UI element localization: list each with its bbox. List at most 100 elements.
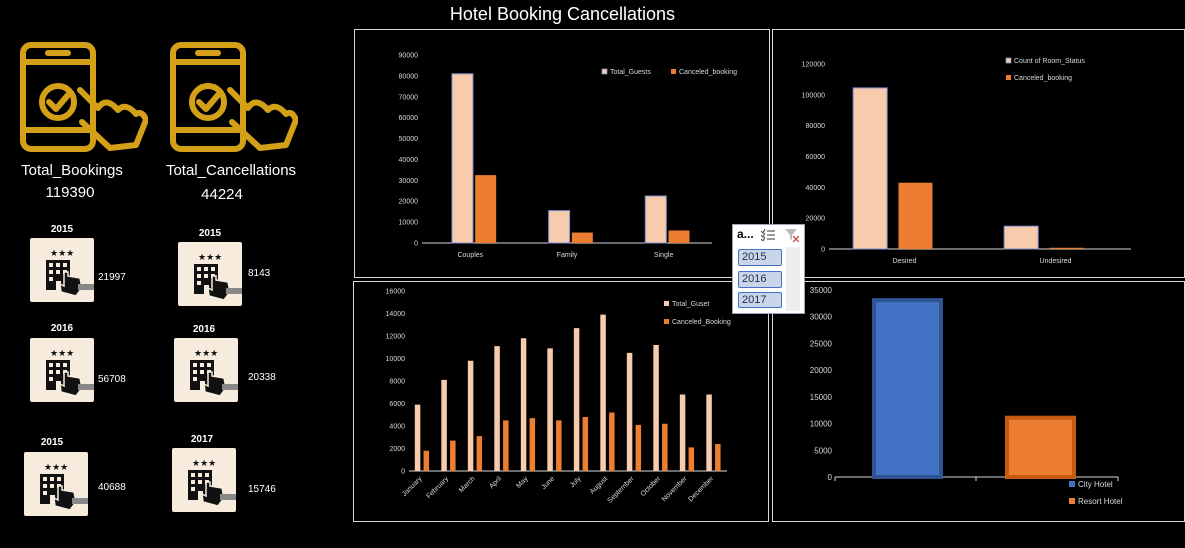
bar-total [548,210,571,244]
bar-canceled [582,417,589,471]
tile-value: 21997 [98,272,126,283]
legend-label: City Hotel [1078,480,1113,489]
tile-value: 8143 [248,268,271,279]
slicer-item-2017[interactable]: 2017 [738,292,782,308]
y-tick-label: 10000 [810,420,833,429]
legend-label: Canceled_booking [679,69,737,76]
bar-canceled [662,423,668,471]
bar-total [626,352,633,471]
y-tick-label: 16000 [386,289,406,296]
legend-swatch [1005,57,1012,64]
y-tick-label: 14000 [386,311,406,318]
svg-text:★★★: ★★★ [50,249,74,259]
legend-label: Total_Guests [610,69,651,76]
tile-value: 56708 [98,374,126,385]
bar-canceled [668,230,690,243]
bar-canceled [476,436,483,471]
slicer-scrollbar[interactable] [786,247,800,311]
hotel-type-chart: 0 5000 10000 15000 20000 25000 30000 35000 City … [772,281,1185,522]
phone-touch-check-icon [170,42,298,152]
bar-resort-hotel [1005,415,1076,480]
bar-city-hotel [872,298,943,479]
y-tick-label: 60000 [806,154,826,161]
total-bookings-label: Total_Bookings [21,162,123,179]
x-tick-label: October [640,475,663,498]
svg-text:★★★: ★★★ [194,349,218,359]
bar-total [1003,225,1039,250]
y-tick-label: 100000 [802,92,825,99]
tile-year-label: 2016 [192,324,216,335]
x-tick-label: Single [654,252,674,259]
bar-total [494,346,500,471]
clear-filter-icon[interactable] [785,228,799,242]
total-cancellations-value: 44224 [201,186,243,203]
total-bookings-value: 119390 [45,184,95,201]
y-tick-label: 10000 [386,356,406,363]
phone-touch-check-icon [20,42,148,152]
bar-total [644,195,667,244]
bar-canceled [503,420,509,471]
bar-total [653,345,659,471]
tile-value: 40688 [98,482,126,493]
legend-swatch [1069,481,1075,487]
x-tick-label: November [661,475,689,503]
page-title: Hotel Booking Cancellations [449,4,676,24]
legend-swatch [671,69,676,74]
legend-swatch [1069,498,1075,504]
legend-swatch [601,68,608,75]
legend-label: Canceled_booking [1014,75,1072,82]
x-tick-label: Couples [457,252,483,259]
y-tick-label: 0 [414,241,418,248]
x-tick-label: September [606,475,636,505]
y-tick-label: 70000 [399,94,419,101]
legend-swatch [664,319,669,324]
legend-swatch [1006,75,1011,80]
legend-label: Total_Guset [672,301,709,308]
tile-year-label: 2015 [50,224,74,235]
y-tick-label: 6000 [389,401,405,408]
y-tick-label: 20000 [806,216,826,223]
y-tick-label: 20000 [399,199,419,206]
y-tick-label: 25000 [810,339,833,348]
bar-canceled [556,420,562,471]
multi-select-icon[interactable] [761,229,775,241]
legend-label: Resort Hotel [1078,497,1123,506]
hotel-touch-icon: ★★★ [30,238,94,302]
tile-year-label: 2016 [50,323,74,334]
bar-canceled [529,418,536,471]
bar-total [706,394,712,471]
y-tick-label: 50000 [399,136,419,143]
slicer-item-2016[interactable]: 2016 [738,271,782,288]
x-tick-label: Desired [892,258,916,265]
guest-type-chart: 0 10000 20000 30000 40000 50000 60000 70000 8000… [354,29,770,278]
x-tick-label: August [589,475,609,495]
bar-canceled [898,182,933,249]
tile-year-label: 2015 [40,437,64,448]
tile-year-label: 2015 [198,228,222,239]
bar-canceled [571,232,593,243]
x-tick-label: January [401,475,424,498]
monthly-chart: 0 2000 4000 6000 8000 10000 12000 14000 16000 Jan… [353,281,769,522]
x-tick-label: July [569,475,583,489]
x-tick-label: June [540,475,556,491]
y-tick-label: 35000 [810,286,833,295]
bar-total [520,338,527,471]
slicer-header: a... [737,227,754,241]
y-tick-label: 80000 [399,73,419,80]
svg-text:★★★: ★★★ [192,459,216,469]
legend-label: Count of Room_Status [1014,58,1085,65]
hotel-touch-icon: ★★★ [174,338,238,402]
y-tick-label: 30000 [810,313,833,322]
hotel-touch-icon: ★★★ [24,452,88,516]
legend-swatch [664,301,669,306]
hotel-touch-icon: ★★★ [178,242,242,306]
svg-text:★★★: ★★★ [44,463,68,473]
y-tick-label: 8000 [389,379,405,386]
y-tick-label: 0 [828,473,833,482]
year-slicer[interactable]: a... 2015 2016 2017 [732,224,805,314]
bar-total [600,314,606,471]
y-tick-label: 4000 [389,424,405,431]
tile-year-label: 2017 [190,434,214,445]
tile-value: 20338 [248,372,276,383]
slicer-item-2015[interactable]: 2015 [738,249,782,266]
